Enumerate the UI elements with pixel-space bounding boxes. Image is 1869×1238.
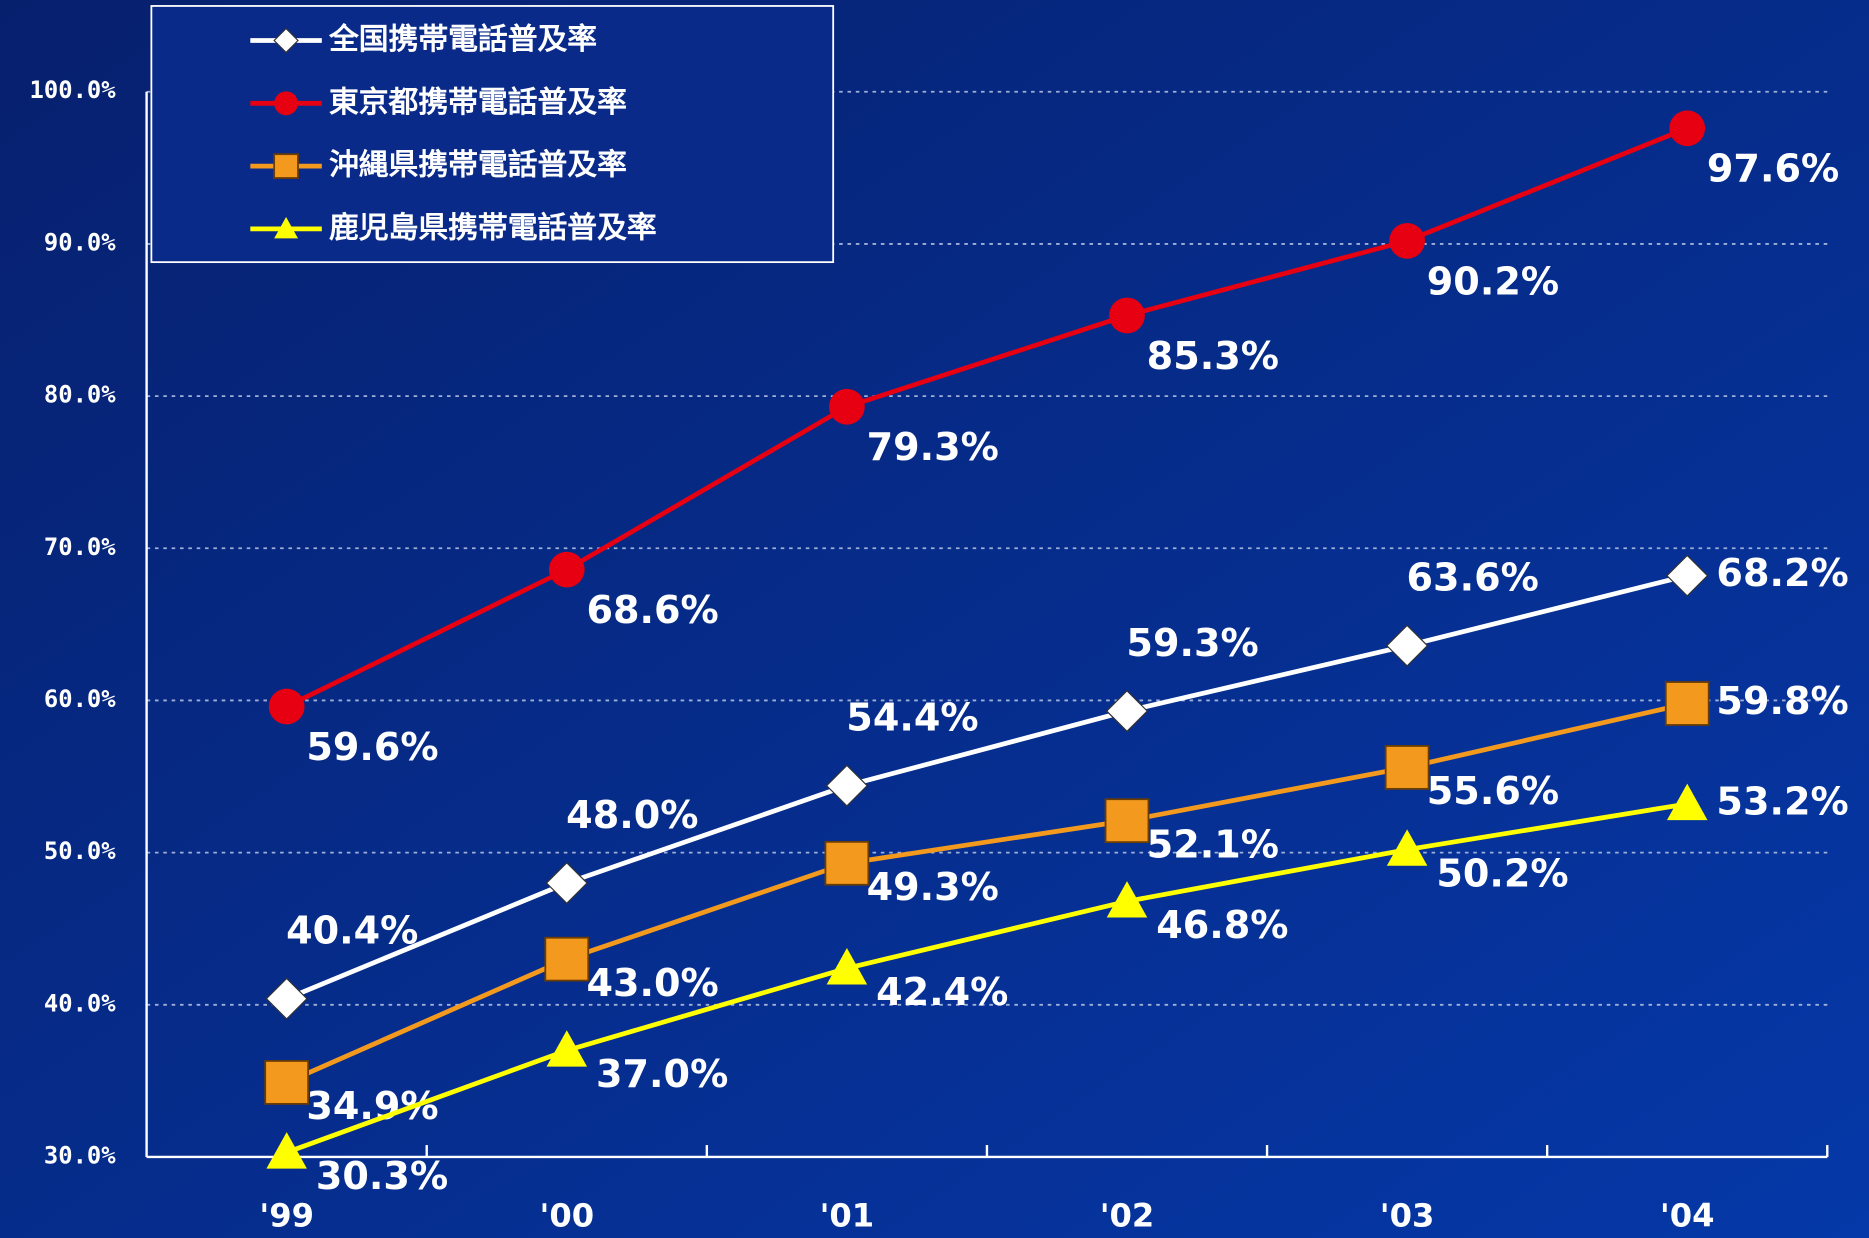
x-tick-label: '99 bbox=[259, 1197, 314, 1235]
value-label: 30.3% bbox=[316, 1154, 448, 1198]
point bbox=[264, 1060, 310, 1105]
point bbox=[273, 27, 299, 54]
point bbox=[545, 861, 588, 905]
x-tick-label: '04 bbox=[1660, 1197, 1715, 1235]
point bbox=[826, 948, 868, 985]
value-label: 49.3% bbox=[867, 865, 999, 909]
legend-box bbox=[150, 5, 835, 264]
x-tick-label: '03 bbox=[1380, 1197, 1435, 1235]
point bbox=[268, 688, 305, 725]
y-tick-label: 80.0% bbox=[44, 381, 116, 409]
point bbox=[1104, 798, 1150, 844]
value-label: 52.1% bbox=[1147, 822, 1279, 866]
point bbox=[546, 1030, 588, 1067]
value-label: 63.6% bbox=[1407, 556, 1539, 600]
y-tick-label: 40.0% bbox=[44, 989, 116, 1017]
plot: 40.4% 48.0% 54.4% 59.3% 63.6% 68.2% 59.6% 68.6%… bbox=[264, 110, 1849, 1198]
legend-label: 鹿児島県携帯電話普及率 bbox=[329, 210, 657, 245]
point bbox=[1389, 223, 1425, 259]
point bbox=[1666, 783, 1708, 821]
point bbox=[829, 388, 865, 425]
point bbox=[544, 936, 590, 982]
point bbox=[824, 840, 870, 886]
legend-label: 全国携帯電話普及率 bbox=[328, 22, 597, 57]
y-tick-label: 100.0% bbox=[30, 76, 117, 104]
point bbox=[273, 153, 299, 179]
value-label: 43.0% bbox=[586, 961, 718, 1005]
value-label: 46.8% bbox=[1156, 903, 1288, 947]
point bbox=[265, 977, 308, 1020]
point bbox=[274, 216, 298, 239]
series-line bbox=[285, 573, 1688, 1001]
point bbox=[1109, 297, 1145, 334]
series-line bbox=[285, 701, 1688, 1085]
value-label: 68.2% bbox=[1716, 551, 1848, 595]
value-label: 79.3% bbox=[867, 425, 999, 469]
value-label: 42.4% bbox=[876, 970, 1008, 1014]
x-tick-label: '00 bbox=[539, 1197, 594, 1235]
value-label: 68.6% bbox=[586, 588, 718, 632]
point bbox=[548, 551, 585, 588]
point bbox=[1384, 745, 1430, 790]
point bbox=[1666, 554, 1709, 597]
y-tick-label: 30.0% bbox=[44, 1141, 116, 1169]
y-tick-label: 50.0% bbox=[44, 837, 116, 865]
y-tick-label: 90.0% bbox=[44, 228, 116, 256]
value-label: 90.2% bbox=[1427, 259, 1559, 303]
x-tick-label: '02 bbox=[1100, 1197, 1155, 1235]
series-line bbox=[285, 801, 1688, 1155]
point bbox=[1669, 110, 1706, 147]
point bbox=[1105, 690, 1149, 733]
point bbox=[1386, 829, 1428, 866]
series-line bbox=[285, 126, 1689, 709]
value-label: 54.4% bbox=[846, 696, 978, 740]
x-tick-label: '01 bbox=[820, 1197, 875, 1235]
y-tick-label: 70.0% bbox=[44, 533, 116, 561]
value-label: 59.3% bbox=[1126, 621, 1258, 665]
value-label: 48.0% bbox=[566, 793, 698, 837]
y-tick-label: 60.0% bbox=[44, 685, 116, 713]
point bbox=[1386, 624, 1429, 667]
value-label: 59.6% bbox=[306, 725, 438, 769]
point bbox=[1106, 881, 1148, 918]
value-label: 50.2% bbox=[1436, 851, 1568, 895]
legend-label: 沖縄県携帯電話普及率 bbox=[329, 148, 627, 183]
value-label: 97.6% bbox=[1707, 147, 1839, 191]
point bbox=[274, 91, 298, 116]
point bbox=[825, 764, 868, 807]
value-label: 53.2% bbox=[1716, 779, 1848, 823]
value-label: 85.3% bbox=[1147, 334, 1279, 378]
point bbox=[1664, 681, 1710, 726]
legend-label: 東京都携帯電話普及率 bbox=[329, 85, 627, 120]
value-label: 37.0% bbox=[596, 1052, 728, 1096]
point bbox=[266, 1132, 307, 1169]
value-label: 55.6% bbox=[1427, 769, 1559, 813]
value-label: 59.8% bbox=[1716, 679, 1848, 723]
value-label: 40.4% bbox=[286, 909, 418, 953]
